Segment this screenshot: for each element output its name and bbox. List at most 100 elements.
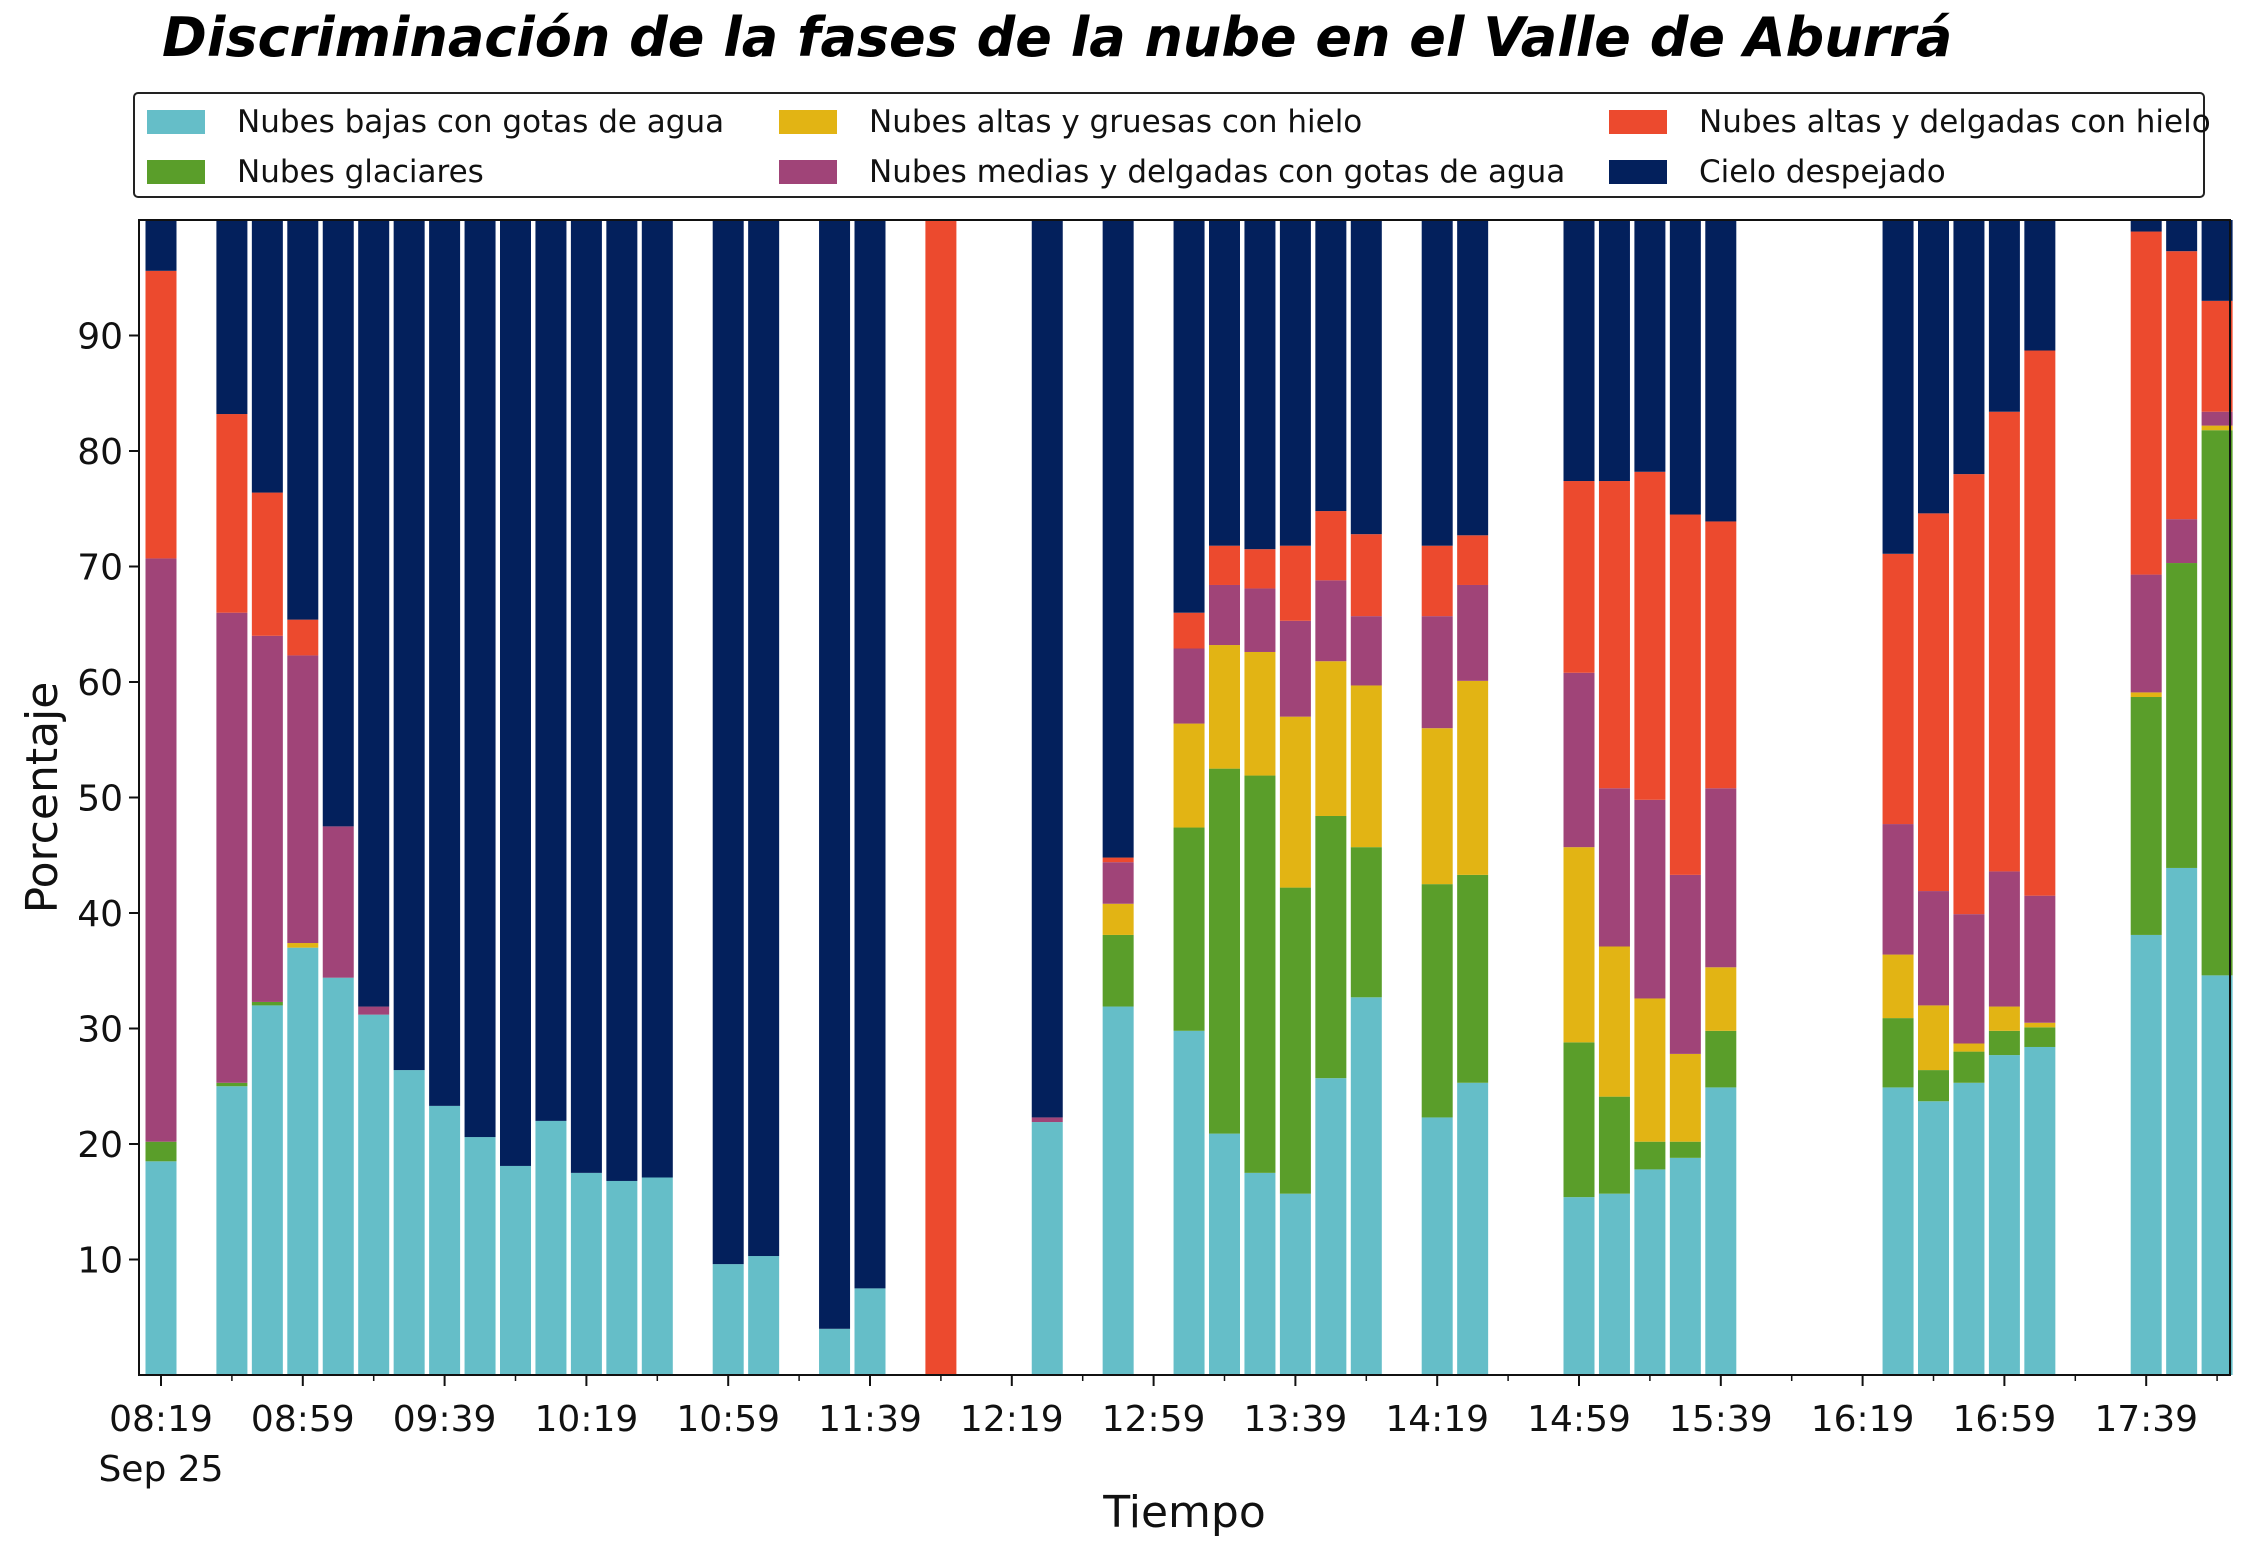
- legend-item: Nubes bajas con gotas de agua: [147, 102, 724, 142]
- bar-segment: [819, 220, 851, 1329]
- x-tick-label: 14:19: [1385, 1399, 1489, 1440]
- bar-segment: [1953, 1043, 1985, 1052]
- bar-segment: [429, 220, 461, 1106]
- bar-segment: [145, 558, 177, 1142]
- bar-segment: [1669, 1141, 1701, 1158]
- bar-segment: [216, 1086, 248, 1375]
- bar-segment: [1209, 1133, 1240, 1375]
- bar-segment: [1953, 1082, 1985, 1375]
- bar-segment: [145, 1161, 177, 1375]
- bar-segment: [1457, 220, 1489, 536]
- bar-segment: [2201, 425, 2233, 431]
- bar-segment: [1421, 728, 1453, 885]
- bar-segment: [1598, 788, 1630, 947]
- bar-segment: [145, 270, 177, 559]
- legend-swatch: [147, 160, 205, 184]
- bar-segment: [1350, 616, 1382, 686]
- bar-segment: [2201, 411, 2233, 426]
- bar-segment: [251, 635, 283, 1002]
- bar-segment: [358, 1014, 390, 1375]
- bar-segment: [1988, 411, 2020, 872]
- legend-swatch: [1609, 110, 1667, 134]
- legend: Nubes bajas con gotas de agua Nubes glaci…: [133, 92, 2211, 198]
- legend-label: Nubes altas y delgadas con hielo: [1699, 104, 2211, 140]
- bar-segment: [1102, 1006, 1134, 1375]
- bar-segment: [429, 1105, 461, 1375]
- bar-segment: [1988, 1055, 2020, 1375]
- bar-segment: [2166, 867, 2198, 1375]
- bar-segment: [1918, 220, 1949, 514]
- bar-segment: [1209, 220, 1240, 546]
- bar-segment: [358, 1006, 390, 1015]
- bar-segment: [2024, 220, 2056, 351]
- bar-segment: [748, 1256, 780, 1375]
- bar-segment: [1882, 553, 1914, 825]
- bar-segment: [1634, 471, 1666, 800]
- bar-segment: [287, 619, 319, 656]
- legend-swatch: [779, 110, 837, 134]
- bar-segment: [2024, 1027, 2056, 1047]
- bar-segment: [322, 826, 354, 978]
- bar-segment: [2201, 975, 2233, 1375]
- legend-item: Nubes medias y delgadas con gotas de agu…: [779, 152, 1565, 192]
- bar-segment: [1634, 220, 1666, 472]
- bar-segment: [1173, 827, 1205, 1031]
- bar-segment: [464, 1137, 496, 1375]
- bar-segment: [2130, 220, 2162, 232]
- bar-segment: [1173, 723, 1205, 828]
- bar-segment: [1421, 884, 1453, 1118]
- bar-segment: [1209, 584, 1240, 646]
- legend-label: Nubes bajas con gotas de agua: [237, 104, 725, 140]
- bar-segment: [2166, 563, 2198, 868]
- bar-segment: [1209, 768, 1240, 1134]
- x-date-label: Sep 25: [98, 1449, 223, 1490]
- bar-segment: [1988, 871, 2020, 1007]
- bar-segment: [1244, 1172, 1276, 1376]
- bar-segment: [1669, 1053, 1701, 1142]
- bar-segment: [1457, 1082, 1489, 1375]
- bar-segment: [1279, 220, 1311, 546]
- bar-segment: [1882, 220, 1914, 554]
- bar-segment: [1457, 874, 1489, 1083]
- bar-segment: [1279, 620, 1311, 717]
- bar-segment: [2166, 251, 2198, 520]
- bar-segment: [1669, 1157, 1701, 1375]
- bar-segment: [1598, 946, 1630, 1097]
- x-tick-label: 08:19: [109, 1399, 213, 1440]
- bar-segment: [1244, 549, 1276, 589]
- y-tick-label: 20: [77, 1125, 123, 1166]
- bar-segment: [1279, 545, 1311, 621]
- bar-segment: [1244, 588, 1276, 652]
- bar-segment: [1279, 716, 1311, 888]
- bar-segment: [1669, 220, 1701, 515]
- bar-segment: [1102, 220, 1134, 858]
- x-tick-label: 15:39: [1669, 1399, 1773, 1440]
- x-tick-label: 08:59: [251, 1399, 355, 1440]
- bar-segment: [1457, 584, 1489, 681]
- bar-segment: [1279, 1193, 1311, 1375]
- bar-segment: [464, 220, 496, 1138]
- bar-segment: [1953, 1051, 1985, 1083]
- legend-item: Nubes altas y gruesas con hielo: [779, 102, 1362, 142]
- bar-segment: [358, 220, 390, 1007]
- bar-segment: [216, 1082, 248, 1087]
- bar-segment: [1634, 1169, 1666, 1375]
- bar-segment: [1598, 1193, 1630, 1375]
- bar-segment: [1953, 914, 1985, 1044]
- bar-segment: [1669, 874, 1701, 1054]
- y-tick-label: 50: [77, 779, 123, 820]
- bar-segment: [1102, 934, 1134, 1007]
- bar-segment: [1350, 220, 1382, 535]
- legend-item: Nubes glaciares: [147, 152, 484, 192]
- legend-label: Cielo despejado: [1699, 154, 1946, 190]
- bar-segment: [1315, 220, 1347, 512]
- bar-segment: [1209, 545, 1240, 585]
- chart-title: Discriminación de la fases de la nube en…: [162, 6, 1953, 69]
- bar-segment: [251, 1001, 283, 1006]
- bar-segment: [1421, 545, 1453, 617]
- bar-segment: [1315, 511, 1347, 581]
- bar-segment: [606, 1180, 638, 1375]
- bar-segment: [1563, 847, 1595, 1043]
- legend-item: Cielo despejado: [1609, 152, 1946, 192]
- bar-segment: [1918, 1070, 1949, 1102]
